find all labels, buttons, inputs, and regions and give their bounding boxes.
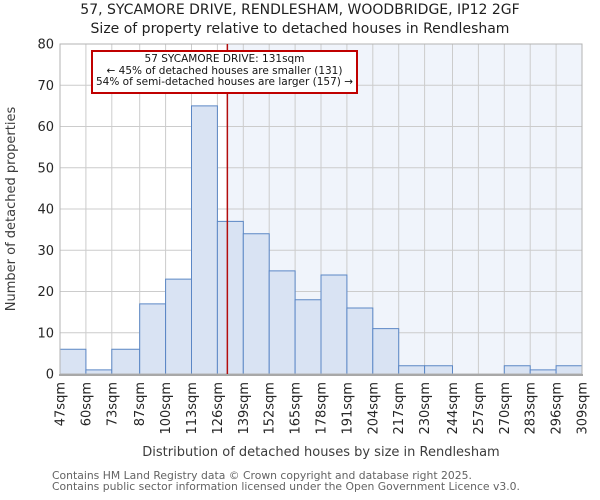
histogram-bar-165sqm xyxy=(294,299,322,375)
x-tick-label: 191sqm xyxy=(340,382,355,435)
x-tick-label: 113sqm xyxy=(185,382,200,435)
histogram-bar-60sqm xyxy=(85,369,113,375)
histogram-bar-217sqm xyxy=(398,365,426,375)
x-tick-label: 165sqm xyxy=(289,382,304,435)
x-tick-label: 139sqm xyxy=(237,382,252,435)
x-axis-title: Distribution of detached houses by size … xyxy=(142,445,499,460)
x-tick-label: 73sqm xyxy=(105,382,120,426)
histogram-bar-87sqm xyxy=(139,303,167,375)
y-tick-label: 40 xyxy=(37,203,54,218)
histogram-bar-73sqm xyxy=(111,348,141,375)
footer-land-registry-notice: Contains HM Land Registry data © Crown c… xyxy=(52,469,472,482)
x-tick-label: 296sqm xyxy=(550,382,565,435)
x-tick-label: 126sqm xyxy=(211,382,226,435)
histogram-bar-126sqm xyxy=(216,220,244,375)
x-tick-label: 230sqm xyxy=(418,382,433,435)
histogram-bar-178sqm xyxy=(320,274,348,375)
x-tick-label: 47sqm xyxy=(54,382,69,426)
annotation-smaller-stat: ← 45% of detached houses are smaller (13… xyxy=(106,64,343,77)
y-tick-label: 0 xyxy=(46,368,54,383)
histogram-bar-113sqm xyxy=(190,105,218,375)
histogram-bar-139sqm xyxy=(242,233,270,375)
y-axis-title: Number of detached properties xyxy=(4,107,19,312)
y-tick-label: 80 xyxy=(37,38,54,53)
y-tick-label: 70 xyxy=(37,79,54,94)
property-annotation-box: 57 SYCAMORE DRIVE: 131sqm ← 45% of detac… xyxy=(91,50,358,94)
chart-title: 57, SYCAMORE DRIVE, RENDLESHAM, WOODBRID… xyxy=(80,2,520,18)
y-tick-label: 50 xyxy=(37,161,54,176)
x-tick-label: 270sqm xyxy=(498,382,513,435)
chart-subtitle: Size of property relative to detached ho… xyxy=(90,21,510,37)
x-tick-label: 87sqm xyxy=(133,382,148,426)
histogram-bar-230sqm xyxy=(424,365,453,375)
histogram-bar-100sqm xyxy=(165,278,192,375)
x-tick-label: 309sqm xyxy=(576,382,591,435)
x-tick-label: 100sqm xyxy=(159,382,174,435)
y-tick-label: 10 xyxy=(37,326,54,341)
histogram-bar-283sqm xyxy=(529,369,557,375)
footer-ogl-notice: Contains public sector information licen… xyxy=(52,480,520,493)
annotation-larger-stat: 54% of semi-detached houses are larger (… xyxy=(96,76,353,89)
x-tick-label: 217sqm xyxy=(392,382,407,435)
histogram-bar-204sqm xyxy=(372,328,400,375)
histogram-bar-191sqm xyxy=(346,307,374,375)
y-tick-label: 20 xyxy=(37,285,54,300)
x-tick-label: 152sqm xyxy=(263,382,278,435)
x-tick-label: 60sqm xyxy=(79,382,94,426)
x-tick-label: 204sqm xyxy=(366,382,381,435)
annotation-property-label: 57 SYCAMORE DRIVE: 131sqm xyxy=(144,53,305,65)
x-tick-label: 283sqm xyxy=(524,382,539,435)
x-tick-label: 178sqm xyxy=(315,382,330,435)
histogram-bar-152sqm xyxy=(268,270,296,375)
histogram-bar-270sqm xyxy=(503,365,531,375)
y-tick-label: 30 xyxy=(37,244,54,259)
histogram-bar-47sqm xyxy=(59,348,87,375)
x-tick-label: 244sqm xyxy=(446,382,461,435)
x-tick-label: 257sqm xyxy=(472,382,487,435)
y-tick-label: 60 xyxy=(37,120,54,135)
histogram-bar-296sqm xyxy=(555,365,583,375)
